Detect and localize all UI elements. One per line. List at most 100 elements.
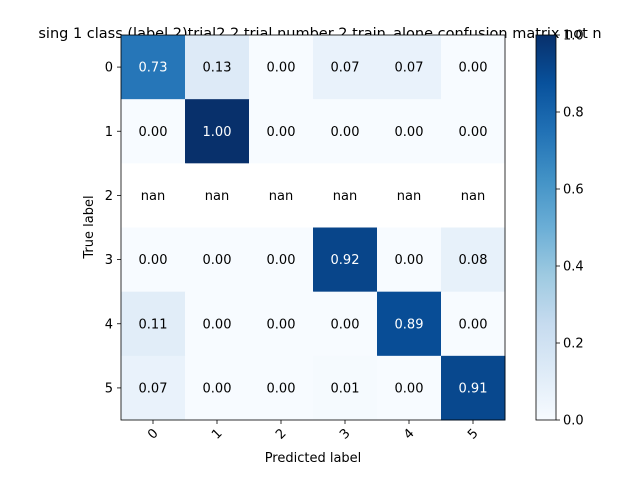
colorbar [535,34,557,421]
cell-4-1 [185,291,250,357]
cell-0-0 [121,35,186,100]
cell-label-0-2: 0.00 [267,61,296,76]
cell-4-3 [313,291,378,357]
cell-label-1-5: 0.00 [459,125,488,140]
cell-2-2 [249,163,314,228]
cell-4-4 [377,291,442,357]
cell-0-5 [441,35,506,100]
cell-label-0-4: 0.07 [395,61,424,76]
cell-3-0 [121,227,186,293]
cell-label-0-3: 0.07 [331,61,360,76]
cell-label-4-5: 0.00 [459,317,488,332]
cell-label-5-5: 0.91 [459,381,488,396]
cell-1-4 [377,99,442,164]
cell-label-3-2: 0.00 [267,253,296,268]
cell-label-4-4: 0.89 [395,317,424,332]
colorbar-tick-label: 1.0 [563,29,584,44]
cell-1-3 [313,99,378,164]
cell-label-3-0: 0.00 [139,253,168,268]
cell-label-3-5: 0.08 [459,253,488,268]
cell-3-4 [377,227,442,293]
cell-label-4-3: 0.00 [331,317,360,332]
cell-0-3 [313,35,378,100]
cell-2-1 [185,163,250,228]
cell-label-1-3: 0.00 [331,125,360,140]
cell-0-2 [249,35,314,100]
cell-3-3 [313,227,378,293]
y-tick-label: 4 [105,317,113,332]
y-tick-label: 3 [105,253,113,268]
y-tick-label: 0 [105,61,113,76]
cell-label-1-2: 0.00 [267,125,296,140]
cell-label-3-4: 0.00 [395,253,424,268]
cell-5-4 [377,355,442,421]
x-tick-label: 0 [145,426,161,442]
cell-label-2-5: nan [461,189,485,204]
colorbar-tick-label: 0.2 [563,337,584,352]
cell-5-5 [441,355,506,421]
cell-1-0 [121,99,186,164]
cell-label-5-1: 0.00 [203,381,232,396]
cell-label-2-3: nan [333,189,357,204]
cell-label-5-4: 0.00 [395,381,424,396]
x-tick-label: 2 [273,426,289,442]
cell-label-1-1: 1.00 [203,125,232,140]
cell-label-5-2: 0.00 [267,381,296,396]
x-tick-label: 5 [465,426,481,442]
y-axis-ticks: 0 1 2 3 4 5 [105,61,121,396]
heatmap-cells [121,35,506,421]
cell-5-1 [185,355,250,421]
cell-1-5 [441,99,506,164]
cell-0-1 [185,35,250,100]
cell-label-4-1: 0.00 [203,317,232,332]
cell-3-5 [441,227,506,293]
x-axis-label: Predicted label [265,451,362,466]
colorbar-tick-label: 0.6 [563,183,584,198]
plot-frame [120,34,506,421]
cell-label-3-1: 0.00 [203,253,232,268]
cell-2-4 [377,163,442,228]
x-tick-label: 3 [337,426,353,442]
cell-label-4-2: 0.00 [267,317,296,332]
cell-label-4-0: 0.11 [139,317,168,332]
x-tick-label: 1 [209,426,225,442]
cell-2-3 [313,163,378,228]
cell-label-0-5: 0.00 [459,61,488,76]
cell-label-2-0: nan [141,189,165,204]
cell-3-1 [185,227,250,293]
y-tick-label: 5 [105,381,113,396]
cell-4-0 [121,291,186,357]
cell-4-2 [249,291,314,357]
colorbar-tick-label: 0.0 [563,414,584,429]
y-axis-label: True label [82,195,97,259]
cell-4-5 [441,291,506,357]
cell-3-2 [249,227,314,293]
cell-label-2-2: nan [269,189,293,204]
cell-5-3 [313,355,378,421]
x-tick-label: 4 [401,426,417,442]
y-tick-label: 1 [105,125,113,140]
cell-2-5 [441,163,506,228]
x-axis-ticks: 0 1 2 3 4 5 [145,420,482,443]
y-tick-label: 2 [105,189,113,204]
cell-labels: 0.73 0.13 0.00 0.07 0.07 0.00 0.00 1.00 0.00 0.00… [139,61,488,397]
cell-label-5-0: 0.07 [139,381,168,396]
cell-label-1-0: 0.00 [139,125,168,140]
cell-label-0-0: 0.73 [139,61,168,76]
cell-5-0 [121,355,186,421]
cell-label-2-1: nan [205,189,229,204]
cell-label-1-4: 0.00 [395,125,424,140]
cell-label-5-3: 0.01 [331,381,360,396]
cell-1-2 [249,99,314,164]
colorbar-ticks: 0.0 0.2 0.4 0.6 0.8 1.0 [556,29,584,429]
cell-0-4 [377,35,442,100]
cell-label-3-3: 0.92 [331,253,360,268]
cell-2-0 [121,163,186,228]
cell-label-0-1: 0.13 [203,61,232,76]
cell-5-2 [249,355,314,421]
cell-label-2-4: nan [397,189,421,204]
colorbar-tick-label: 0.4 [563,260,584,275]
colorbar-tick-label: 0.8 [563,106,584,121]
cell-1-1 [185,99,250,164]
